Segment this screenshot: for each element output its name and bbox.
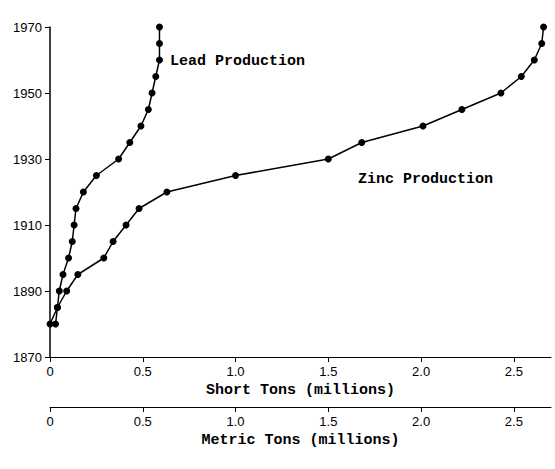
svg-text:Short Tons (millions): Short Tons (millions)	[206, 382, 395, 399]
svg-text:Metric Tons (millions): Metric Tons (millions)	[201, 432, 399, 449]
svg-text:1910: 1910	[13, 218, 42, 233]
svg-text:1.0: 1.0	[227, 364, 245, 379]
svg-text:Zinc Production: Zinc Production	[358, 171, 493, 188]
svg-text:0: 0	[46, 364, 53, 379]
svg-text:1.5: 1.5	[319, 414, 337, 429]
svg-text:0.5: 0.5	[134, 364, 152, 379]
svg-text:1890: 1890	[13, 284, 42, 299]
svg-text:1930: 1930	[13, 152, 42, 167]
svg-text:1950: 1950	[13, 86, 42, 101]
svg-text:2.0: 2.0	[412, 364, 430, 379]
svg-text:2.0: 2.0	[412, 414, 430, 429]
svg-text:1.5: 1.5	[319, 364, 337, 379]
svg-text:0.5: 0.5	[134, 414, 152, 429]
svg-text:0: 0	[46, 414, 53, 429]
svg-text:2.5: 2.5	[505, 364, 523, 379]
svg-text:2.5: 2.5	[505, 414, 523, 429]
svg-text:1.0: 1.0	[227, 414, 245, 429]
svg-text:1870: 1870	[13, 350, 42, 365]
svg-text:Lead Production: Lead Production	[170, 53, 305, 70]
svg-text:1970: 1970	[13, 20, 42, 35]
